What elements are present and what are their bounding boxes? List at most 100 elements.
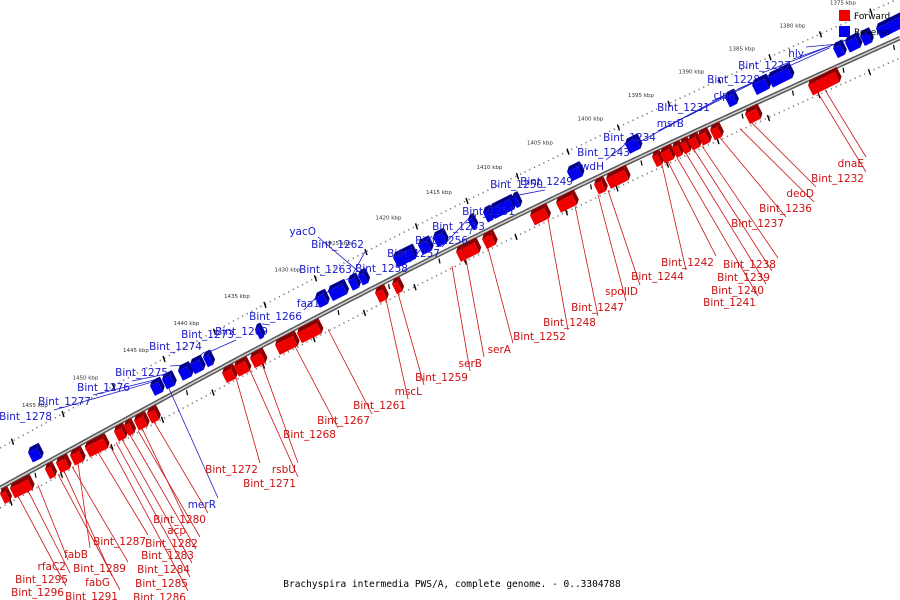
scale-tick	[160, 416, 165, 423]
leader-line	[574, 205, 599, 317]
forward-gene	[462, 237, 482, 259]
scale-label: 1435 kbp	[224, 294, 250, 300]
gene-label-bint-1247: Bint_1247	[571, 302, 624, 314]
gene-label-bint-1236: Bint_1236	[759, 203, 812, 215]
gene-label-ywdh: ywdH	[575, 161, 604, 173]
forward-gene	[85, 433, 110, 458]
reverse-gene	[860, 27, 874, 46]
scale-label: 1415 kbp	[426, 190, 452, 196]
leader-line	[547, 218, 569, 331]
reverse-gene	[358, 267, 371, 286]
leader-line	[824, 89, 867, 158]
gene-label-bint-1252: Bint_1252	[513, 331, 566, 343]
gene-label-bint-1232: Bint_1232	[811, 173, 864, 185]
gene-label-bint-1280: Bint_1280	[153, 514, 206, 526]
gene-label-bint-1234: Bint_1234	[603, 132, 656, 144]
leader-line	[121, 439, 193, 564]
leader-line	[97, 452, 149, 536]
leader-line	[397, 293, 425, 386]
gene-label-bint-1285: Bint_1285	[135, 578, 188, 590]
gene-label-spoiid: spoIID	[605, 286, 638, 298]
scale-tick	[110, 443, 114, 451]
gene-label-bint-1258: Bint_1258	[355, 263, 408, 275]
gene-label-merr: merR	[188, 499, 216, 511]
legend-forward-label: Forward	[854, 12, 890, 22]
scale-tick	[212, 328, 217, 335]
gene-label-bint-1295: Bint_1295	[15, 574, 68, 586]
gene-label-bint-1249: Bint_1249	[520, 176, 573, 188]
reverse-gene	[150, 376, 165, 396]
scale-tick	[667, 100, 671, 108]
forward-gene	[556, 189, 579, 213]
reverse-swatch	[839, 26, 850, 37]
scale-label: 1425 kbp	[325, 241, 351, 247]
leader-line	[350, 249, 367, 278]
gene-label-bint-1262: Bint_1262	[311, 239, 364, 251]
gene-label-bint-1278: Bint_1278	[0, 411, 52, 423]
gene-label-bint-1253: Bint_1253	[432, 221, 485, 233]
gene-label-bint-1286: Bint_1286	[133, 592, 186, 600]
gene-label-bint-1257: Bint_1257	[387, 248, 440, 260]
scale-label: 1445 kbp	[123, 348, 149, 354]
scale-tick	[362, 309, 367, 317]
reverse-gene	[567, 160, 585, 182]
backbone-tick	[791, 90, 795, 96]
forward-gene	[297, 318, 324, 344]
leader-line	[487, 248, 514, 344]
leader-line	[294, 346, 339, 429]
leader-line	[261, 363, 299, 464]
forward-gene	[680, 136, 693, 155]
gene-label-bint-1238: Bint_1238	[723, 259, 776, 271]
scale-tick	[364, 248, 368, 256]
leader-line	[607, 189, 641, 286]
scale-tick	[211, 389, 215, 396]
leader-line	[597, 194, 627, 302]
gene-label-faa1: faa1	[297, 298, 320, 310]
leader-line	[249, 370, 299, 478]
scale-tick	[616, 124, 621, 131]
scale-tick	[867, 68, 872, 76]
leader-line	[667, 161, 717, 257]
gene-label-sera: serA	[488, 344, 512, 356]
scale-tick	[514, 233, 518, 241]
leader-line	[327, 329, 373, 415]
gene-label-bint-1271: Bint_1271	[243, 478, 296, 490]
forward-gene	[134, 410, 150, 431]
forward-gene	[392, 276, 405, 295]
gene-label-bint-1284: Bint_1284	[137, 564, 190, 576]
forward-swatch	[839, 10, 850, 21]
reverse-gene	[768, 62, 795, 88]
forward-gene	[222, 363, 238, 384]
reverse-gene	[833, 39, 847, 59]
scale-tick	[818, 31, 823, 38]
backbone-tick	[438, 258, 441, 264]
scale-tick	[61, 410, 65, 418]
gene-label-bint-1267: Bint_1267	[317, 415, 370, 427]
leader-line	[693, 149, 773, 272]
gene-label-bint-1240: Bint_1240	[711, 285, 764, 297]
leader-line	[57, 473, 121, 591]
backbone-tick	[741, 113, 744, 119]
forward-gene	[688, 131, 702, 151]
backbone-tick	[185, 390, 189, 396]
leader-line	[27, 490, 71, 574]
gene-label-mscl: mscL	[395, 386, 422, 398]
reverse-gene	[490, 193, 517, 219]
scale-tick	[716, 137, 720, 145]
forward-gene	[530, 202, 552, 226]
forward-gene	[114, 422, 128, 442]
backbone-tick	[589, 184, 593, 190]
reverse-gene	[393, 243, 418, 268]
gene-label-bint-1277: Bint_1277	[38, 396, 91, 408]
scale-tick	[413, 283, 417, 291]
gene-label-acp: acp	[167, 525, 186, 537]
gene-label-bint-1268: Bint_1268	[283, 429, 336, 441]
scale-label: 1395 kbp	[628, 93, 654, 99]
gene-label-bint-1259: Bint_1259	[415, 372, 468, 384]
gene-label-bint-1269: Bint_1269	[215, 326, 268, 338]
forward-gene	[660, 143, 676, 164]
scale-tick	[10, 438, 15, 445]
leader-line	[235, 377, 261, 464]
leader-line	[719, 137, 787, 218]
scale-label: 1450 kbp	[73, 375, 99, 381]
